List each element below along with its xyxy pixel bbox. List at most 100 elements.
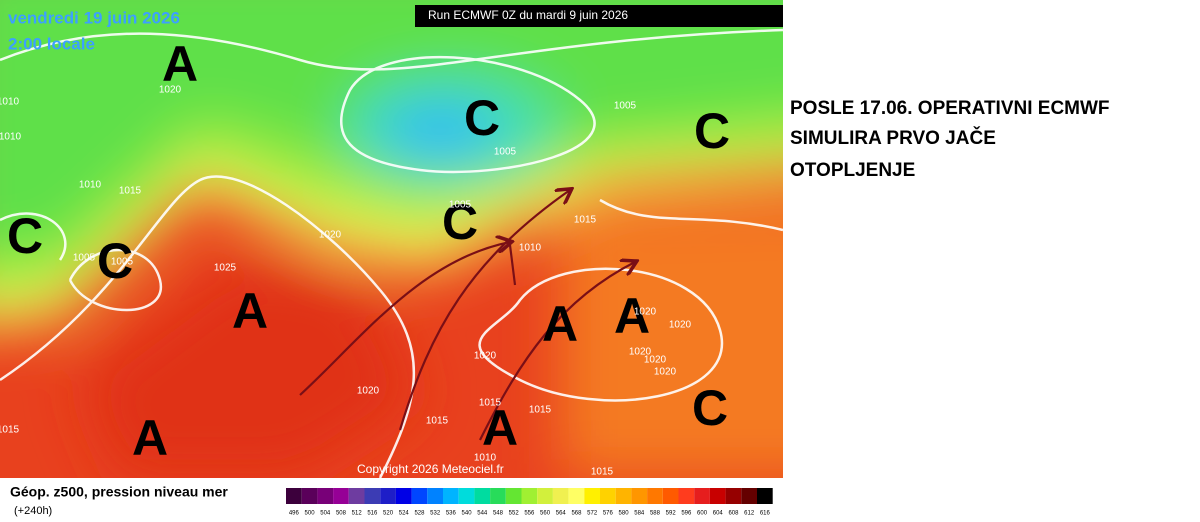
colorbar-label: 560 xyxy=(540,511,551,517)
color-swatch xyxy=(568,488,585,504)
legend-lead: (+240h) xyxy=(14,505,52,517)
isobar-label: 1020 xyxy=(159,85,182,96)
isobar-label: 1010 xyxy=(0,132,22,143)
colorbar-label: 616 xyxy=(760,511,771,517)
colorbar-label: 568 xyxy=(571,511,582,517)
colorbar-label: 548 xyxy=(493,511,504,517)
isobar-label: 1010 xyxy=(0,97,20,108)
colorbar-label: 604 xyxy=(713,511,724,517)
color-swatch xyxy=(678,488,695,504)
colorbar-label: 524 xyxy=(399,511,410,517)
colorbar-label: 580 xyxy=(619,511,630,517)
isobar-label: 1020 xyxy=(634,307,657,318)
color-swatch xyxy=(662,488,679,504)
pressure-system: A xyxy=(482,400,518,456)
isobar-label: 1015 xyxy=(119,186,142,197)
isobar-label: 1005 xyxy=(73,253,96,264)
color-swatch xyxy=(600,488,616,504)
isobar-label: 1025 xyxy=(214,263,237,274)
pressure-system: C xyxy=(97,233,133,289)
color-swatch xyxy=(380,488,396,504)
colorbar-label: 552 xyxy=(509,511,520,517)
color-swatch xyxy=(725,488,742,504)
isobar-label: 1020 xyxy=(644,355,667,366)
isobar-label: 1020 xyxy=(669,320,692,331)
isobar-label: 1005 xyxy=(494,147,517,158)
isobar-label: 1020 xyxy=(654,367,677,378)
colorbar-label: 532 xyxy=(430,511,441,517)
pressure-system: C xyxy=(7,208,43,264)
isobar-label: 1005 xyxy=(449,200,472,211)
isobar-label: 1020 xyxy=(319,230,342,241)
caption-line: SIMULIRA PRVO JAČE xyxy=(790,128,996,149)
colorbar-label: 512 xyxy=(352,511,363,517)
color-swatch xyxy=(490,488,506,504)
colorbar-label: 608 xyxy=(728,511,739,517)
isobar-label: 1010 xyxy=(79,180,102,191)
colorbar-label: 540 xyxy=(462,511,473,517)
isobar-label: 1015 xyxy=(591,467,614,478)
pressure-system: C xyxy=(692,380,728,436)
pressure-system: C xyxy=(442,194,478,250)
colorbar-label: 504 xyxy=(320,511,331,517)
color-swatch xyxy=(317,488,334,504)
color-swatch xyxy=(427,488,443,504)
pressure-system: A xyxy=(542,296,578,352)
colorbar-label: 600 xyxy=(697,511,708,517)
colorbar-label: 572 xyxy=(587,511,598,517)
color-swatch xyxy=(552,488,569,504)
run-label: Run ECMWF 0Z du mardi 9 juin 2026 xyxy=(428,8,628,22)
color-swatch xyxy=(537,488,553,504)
isobar-label: 1020 xyxy=(357,386,380,397)
colorbar-label: 596 xyxy=(681,511,692,517)
color-swatch xyxy=(631,488,648,504)
pressure-system: A xyxy=(132,410,168,466)
colorbar-label: 564 xyxy=(556,511,567,517)
caption-line: POSLE 17.06. OPERATIVNI ECMWF xyxy=(790,98,1110,119)
colorbar-label: 544 xyxy=(477,511,488,517)
color-swatch xyxy=(364,488,381,504)
color-swatch xyxy=(741,488,757,504)
isobar-label: 1015 xyxy=(479,398,502,409)
color-swatch xyxy=(615,488,632,504)
warm-advection-arrows xyxy=(299,190,635,441)
isobar-label: 1015 xyxy=(529,405,552,416)
valid-date: vendredi 19 juin 2026 xyxy=(8,8,180,27)
weather-map: Run ECMWF 0Z du mardi 9 juin 2026 vendre… xyxy=(0,0,783,478)
color-swatch xyxy=(286,488,302,504)
colorbar-label: 520 xyxy=(383,511,394,517)
color-swatch xyxy=(411,488,428,504)
isobar-label: 1015 xyxy=(574,215,597,226)
colorbar-label: 496 xyxy=(289,511,300,517)
legend-title: Géop. z500, pression niveau mer xyxy=(10,484,228,500)
color-swatch xyxy=(458,488,475,504)
isobar-label: 1005 xyxy=(614,101,637,112)
isobar-label: 1020 xyxy=(629,347,652,358)
isobar-label: 1020 xyxy=(474,351,497,362)
color-swatch xyxy=(301,488,318,504)
color-swatch xyxy=(348,488,365,504)
legend: Géop. z500, pression niveau mer (+240h) … xyxy=(10,484,773,517)
isobar-label: 1015 xyxy=(0,425,20,436)
color-swatch xyxy=(757,488,773,504)
isobar-label: 1015 xyxy=(426,416,449,427)
run-banner xyxy=(415,5,783,27)
color-swatch xyxy=(709,488,726,504)
colorbar-label: 576 xyxy=(603,511,614,517)
colorbar-label: 592 xyxy=(666,511,677,517)
isobar-label: 1010 xyxy=(519,243,542,254)
colorbar-label: 508 xyxy=(336,511,347,517)
pressure-system: C xyxy=(694,103,730,159)
color-swatch xyxy=(584,488,600,504)
colorbar-label: 556 xyxy=(524,511,535,517)
colorbar-label: 528 xyxy=(414,511,425,517)
isobar-label: 1005 xyxy=(111,257,134,268)
colorbar-label: 516 xyxy=(367,511,378,517)
color-swatch xyxy=(647,488,663,504)
color-swatch xyxy=(333,488,349,504)
color-swatch xyxy=(474,488,491,504)
caption-line: OTOPLJENJE xyxy=(790,160,916,181)
local-time: 2:00 locale xyxy=(8,34,95,53)
colorbar-label: 584 xyxy=(634,511,645,517)
